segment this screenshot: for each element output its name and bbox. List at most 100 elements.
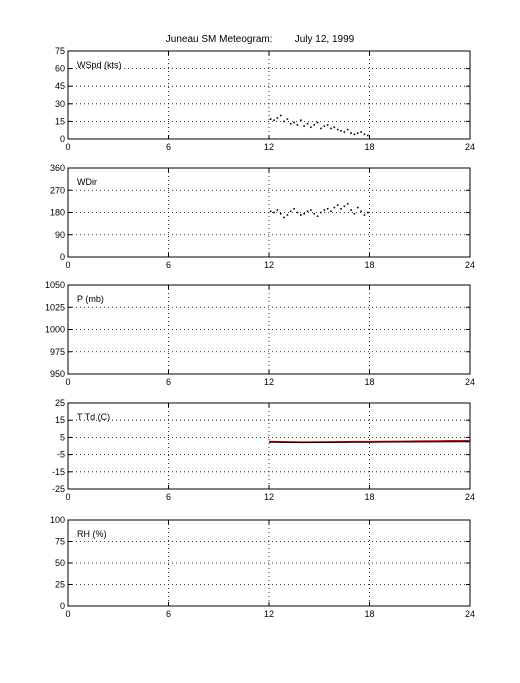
panel-4: -25 -15 -5 5 15 25 0 6 12 18 24 T Td (C) xyxy=(52,398,475,502)
panel-5: 0 25 50 75 100 0 6 12 18 24 RH (%) xyxy=(50,515,475,619)
y-tick-label: 50 xyxy=(55,558,65,568)
data-point xyxy=(310,126,312,129)
data-point xyxy=(279,114,282,117)
data-point xyxy=(323,125,326,127)
x-tick-label: 0 xyxy=(65,492,70,502)
y-tick-label: 1000 xyxy=(45,325,65,335)
y-tick-label: 5 xyxy=(60,432,65,442)
x-tick-label: 12 xyxy=(264,142,274,152)
series-line xyxy=(268,441,471,444)
panel-label: T Td (C) xyxy=(77,412,110,422)
y-tick-label: 270 xyxy=(50,185,65,195)
data-point xyxy=(350,132,352,134)
panel-1: 0 15 30 45 60 75 0 6 12 18 24 WSpd (kts) xyxy=(55,46,475,152)
data-point xyxy=(286,214,289,216)
data-point xyxy=(269,210,272,213)
data-point xyxy=(269,118,272,120)
data-point xyxy=(293,207,295,210)
y-tick-label: 360 xyxy=(50,163,65,173)
data-point xyxy=(289,210,292,213)
x-tick-label: 24 xyxy=(465,492,475,502)
x-tick-label: 18 xyxy=(364,492,374,502)
x-tick-label: 0 xyxy=(65,609,70,619)
y-tick-label: 15 xyxy=(55,116,65,126)
y-tick-label: 0 xyxy=(60,134,65,144)
station-title: Juneau SM Meteogram: xyxy=(165,34,273,45)
data-point xyxy=(283,120,285,123)
x-tick-label: 24 xyxy=(465,260,475,270)
data-point xyxy=(323,209,326,211)
data-point xyxy=(286,118,289,120)
data-point xyxy=(353,133,356,136)
y-tick-label: 1050 xyxy=(45,280,65,290)
y-tick-label: 25 xyxy=(55,398,65,408)
x-tick-label: 6 xyxy=(166,377,171,387)
x-tick-label: 24 xyxy=(465,377,475,387)
figure-title: Juneau SM Meteogram: July 12, 1999 xyxy=(0,34,520,45)
x-tick-label: 12 xyxy=(264,260,274,270)
data-point xyxy=(293,121,295,124)
x-tick-label: 0 xyxy=(65,260,70,270)
data-point xyxy=(346,128,349,131)
y-tick-label: 75 xyxy=(55,46,65,56)
panel-label: WDir xyxy=(77,177,97,187)
data-point xyxy=(276,117,279,119)
x-tick-label: 6 xyxy=(166,609,171,619)
panel-2: 0 90 180 270 360 0 6 12 18 24 WDir xyxy=(50,163,475,270)
x-tick-label: 0 xyxy=(65,377,70,387)
data-point xyxy=(273,119,275,122)
y-tick-label: -15 xyxy=(52,467,65,477)
data-point xyxy=(289,122,292,125)
data-point xyxy=(316,215,319,218)
x-tick-label: 6 xyxy=(166,260,171,270)
data-point xyxy=(316,121,319,124)
data-point xyxy=(346,203,349,205)
data-point xyxy=(326,124,329,126)
data-point xyxy=(340,207,342,210)
data-point xyxy=(320,127,322,130)
data-point xyxy=(303,125,305,127)
x-tick-label: 18 xyxy=(364,260,374,270)
data-point xyxy=(306,122,309,125)
x-tick-label: 12 xyxy=(264,609,274,619)
y-tick-label: 0 xyxy=(60,601,65,611)
x-tick-label: 18 xyxy=(364,609,374,619)
panel-label: RH (%) xyxy=(77,529,107,539)
data-point xyxy=(300,119,302,122)
data-point xyxy=(363,214,366,216)
y-tick-label: 90 xyxy=(55,230,65,240)
data-point xyxy=(336,128,339,131)
y-tick-label: 1025 xyxy=(45,302,65,312)
data-point xyxy=(279,212,282,215)
y-tick-label: -5 xyxy=(57,450,65,460)
data-point xyxy=(326,207,329,210)
panel-3: 950 975 1000 1025 1050 0 6 12 18 24 P (mb) xyxy=(45,280,475,387)
data-point xyxy=(363,133,366,136)
data-point xyxy=(340,129,342,132)
date-title: July 12, 1999 xyxy=(294,34,355,45)
x-tick-label: 12 xyxy=(264,492,274,502)
data-point xyxy=(273,211,275,214)
y-tick-label: 180 xyxy=(50,208,65,218)
data-point xyxy=(306,210,309,213)
data-point xyxy=(360,131,362,133)
y-tick-label: 975 xyxy=(50,347,65,357)
y-tick-label: 100 xyxy=(50,515,65,525)
y-tick-label: 30 xyxy=(55,99,65,109)
y-tick-label: 45 xyxy=(55,81,65,91)
y-tick-label: -25 xyxy=(52,484,65,494)
data-point xyxy=(310,209,312,211)
x-tick-label: 24 xyxy=(465,609,475,619)
data-point xyxy=(333,206,336,209)
data-point xyxy=(303,212,305,215)
data-point xyxy=(313,212,316,215)
x-tick-label: 18 xyxy=(364,377,374,387)
y-tick-label: 15 xyxy=(55,415,65,425)
data-point xyxy=(356,132,359,134)
x-tick-label: 0 xyxy=(65,142,70,152)
x-tick-label: 12 xyxy=(264,377,274,387)
y-tick-label: 25 xyxy=(55,580,65,590)
x-tick-label: 24 xyxy=(465,142,475,152)
data-point xyxy=(283,216,285,219)
